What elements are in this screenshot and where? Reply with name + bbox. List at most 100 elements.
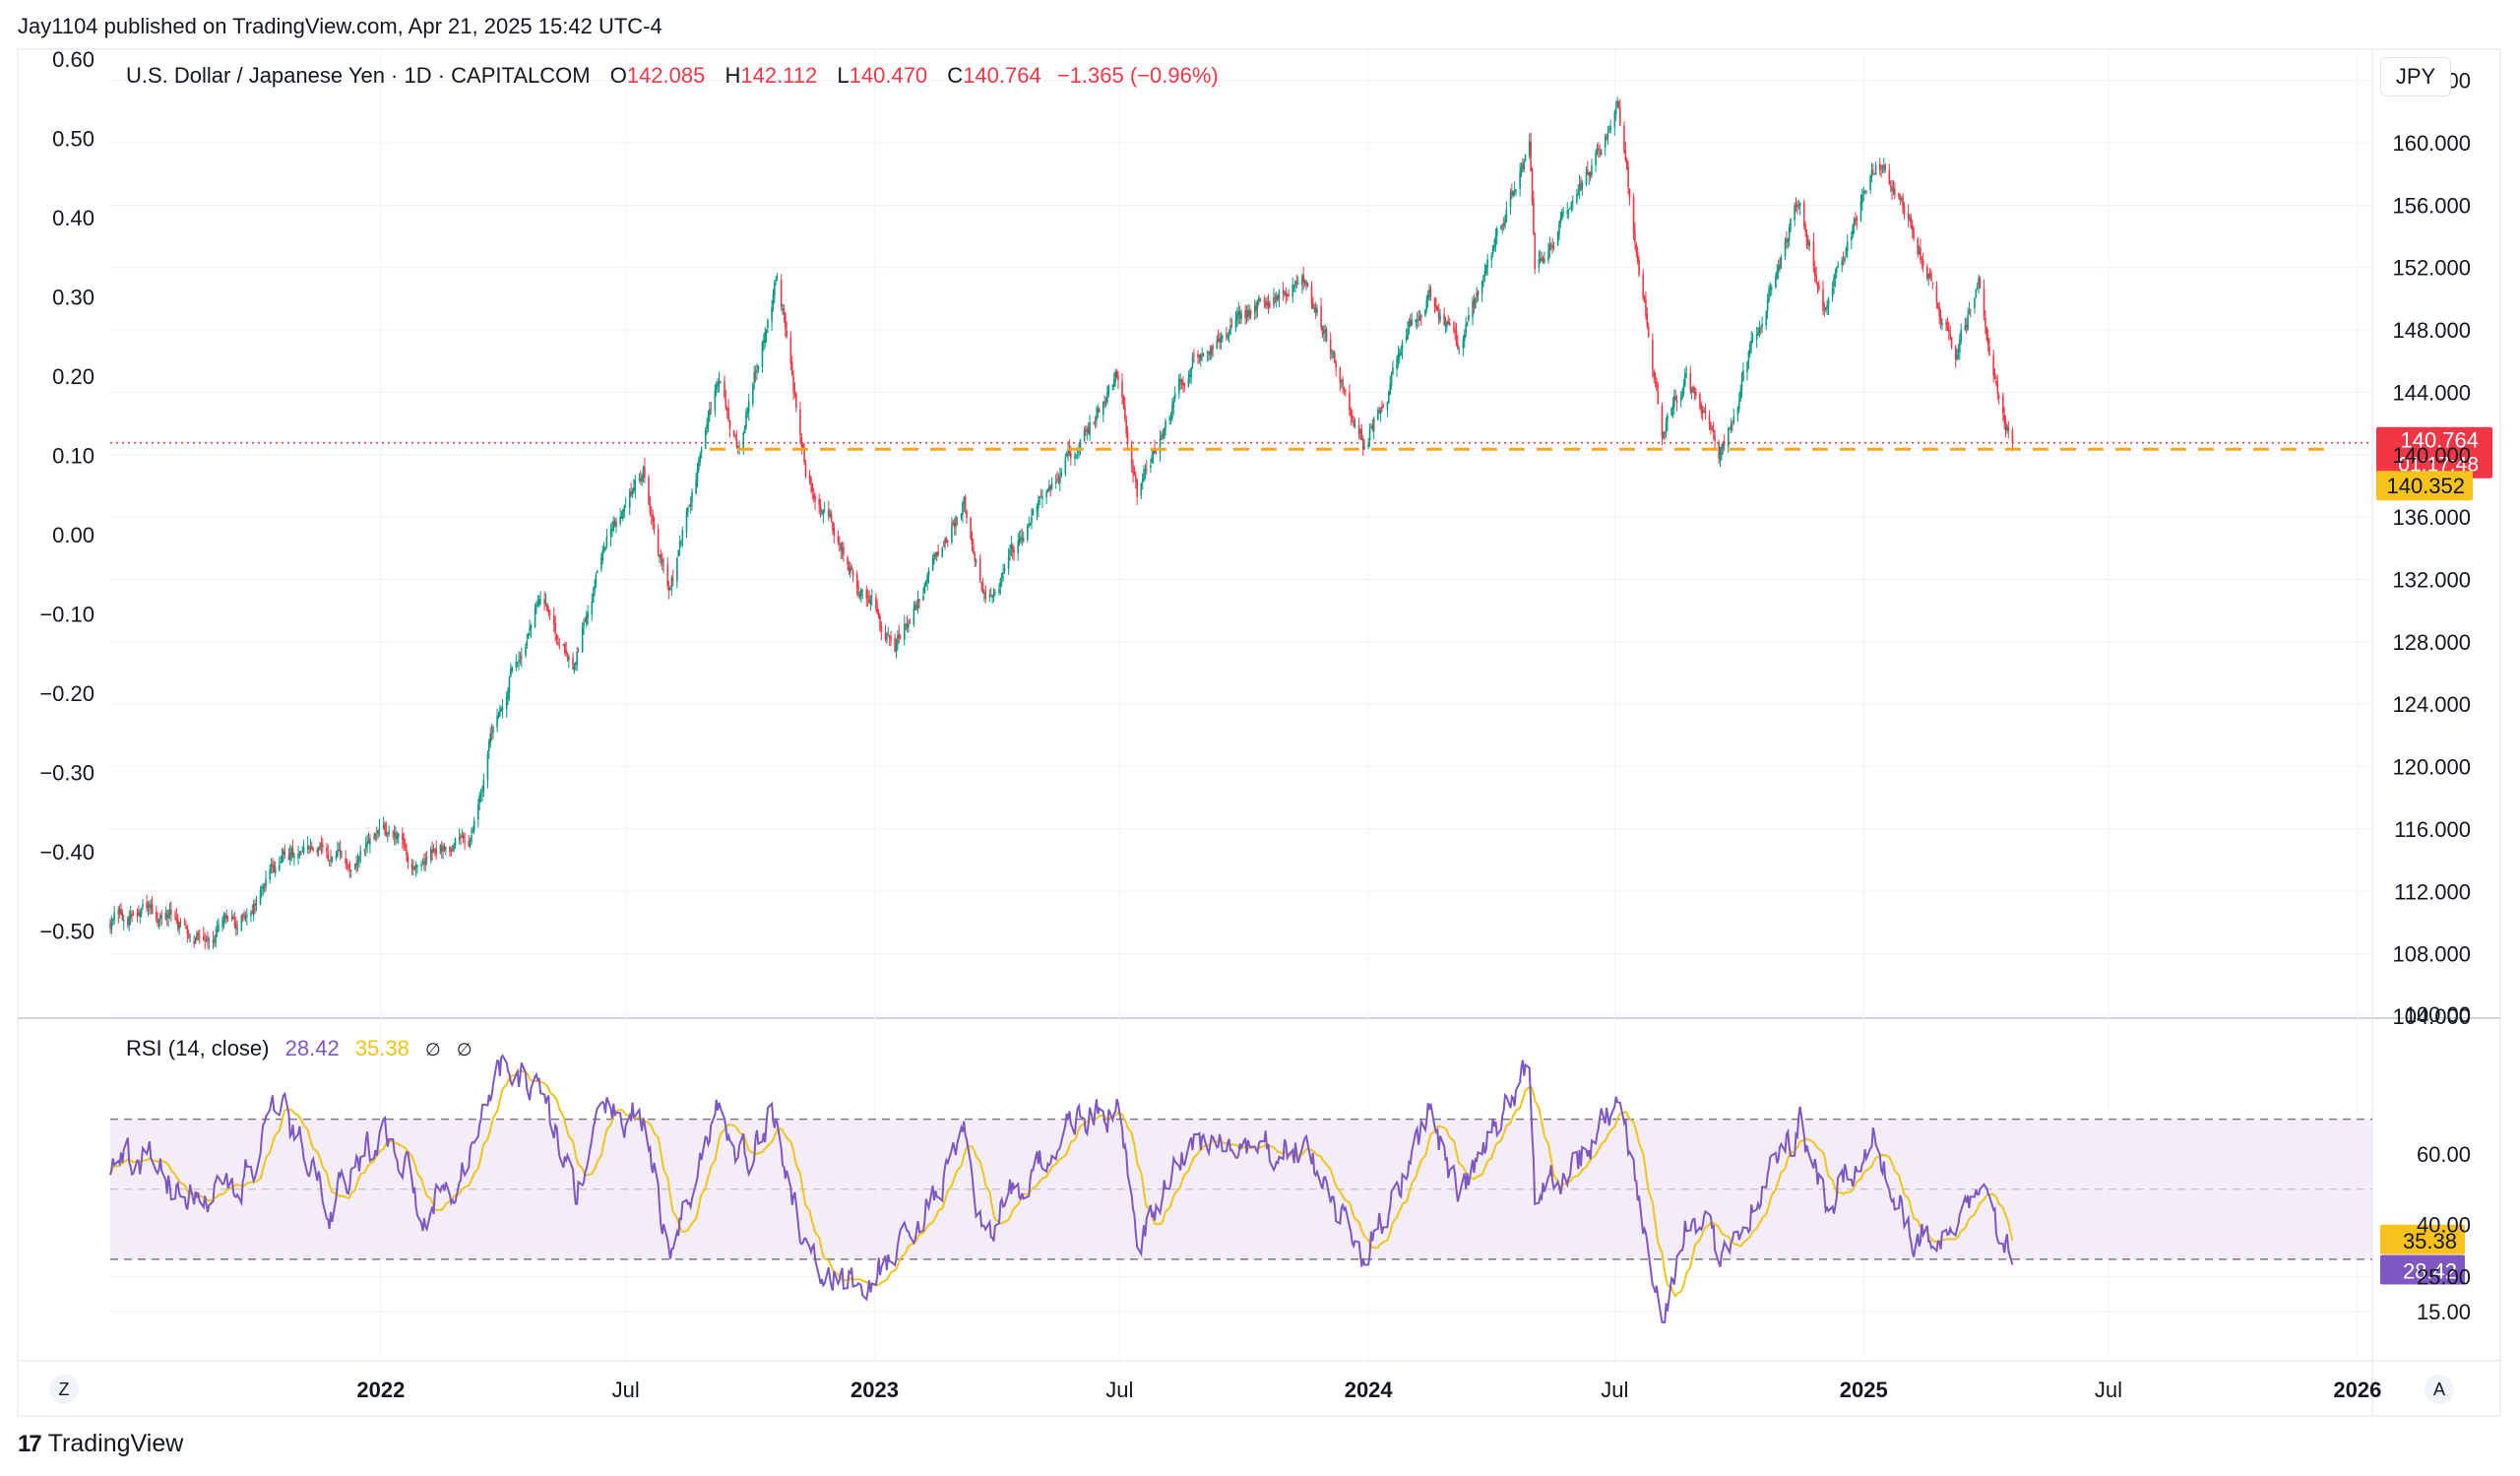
candle-body: [1826, 305, 1828, 309]
candle-body: [272, 864, 274, 866]
candle-body: [410, 864, 413, 868]
candle-body: [1983, 288, 1985, 317]
candle-body: [782, 308, 784, 310]
candle-body: [649, 503, 652, 514]
price-tick-label: 120.000: [2392, 755, 2471, 780]
candle-body: [1316, 307, 1318, 314]
candle-body: [1959, 340, 1961, 353]
candle-body: [1795, 205, 1797, 207]
candle-body: [1159, 438, 1162, 454]
candle-body: [955, 517, 957, 528]
rsi-ma-value: 35.38: [354, 1036, 410, 1060]
rsi-pane: 35.38 28.42: [109, 1054, 2465, 1323]
candle-body: [1737, 399, 1740, 410]
candle-body: [1018, 539, 1021, 544]
candle-body: [859, 589, 862, 597]
candle-body: [215, 933, 218, 942]
candle-body: [1221, 335, 1224, 339]
candle-body: [1730, 423, 1732, 430]
candle-body: [1515, 189, 1517, 191]
candle-body: [595, 575, 598, 585]
candle-body: [756, 370, 758, 372]
candle-body: [1769, 287, 1772, 290]
candle-body: [1878, 163, 1881, 170]
candle-body: [1038, 500, 1040, 509]
candle-body: [434, 849, 436, 851]
candle-body: [1689, 372, 1692, 392]
candle-body: [1425, 299, 1428, 310]
candle-body: [810, 478, 812, 485]
candle-body: [1643, 296, 1646, 300]
candle-body: [1017, 541, 1020, 553]
candle-body: [818, 498, 820, 506]
candle-body: [157, 920, 158, 924]
candle-body: [1909, 219, 1911, 221]
time-tick-label: 2023: [850, 1378, 899, 1402]
candle-body: [236, 928, 238, 931]
candle-body: [1117, 376, 1119, 381]
candle-body: [445, 847, 447, 850]
candle-body: [1684, 372, 1686, 386]
candle-body: [212, 939, 215, 943]
candle-body: [1428, 289, 1430, 294]
candle-body: [743, 426, 746, 434]
candle-body: [302, 847, 305, 853]
candle-body: [1209, 350, 1212, 355]
candle-body: [1776, 270, 1779, 278]
candle-body: [208, 939, 211, 941]
tradingview-logo[interactable]: 17 TradingView: [18, 1430, 183, 1458]
candle-body: [1342, 378, 1344, 386]
candle-body: [518, 660, 520, 663]
candle-body: [764, 332, 767, 343]
candle-body: [1732, 417, 1735, 423]
candle-body: [704, 429, 707, 449]
candle-body: [458, 836, 461, 840]
candle-body: [1273, 296, 1275, 306]
candle-body: [1938, 306, 1940, 317]
candle-body: [1670, 408, 1672, 416]
price-tick-label: 124.000: [2392, 692, 2471, 717]
candle-body: [600, 557, 602, 569]
candle-body: [1841, 260, 1844, 266]
candle-body: [204, 940, 207, 942]
candle-body: [1303, 282, 1306, 284]
candle-body: [252, 904, 255, 916]
candle-body: [763, 340, 765, 344]
candle-body: [562, 644, 565, 646]
candle-body: [194, 937, 197, 943]
price-tick-label: 116.000: [2394, 817, 2471, 842]
candle-body: [207, 937, 209, 941]
candle-body: [168, 909, 171, 914]
candle-body: [1486, 259, 1488, 268]
candle-body: [660, 554, 662, 559]
price-tick-label: 128.000: [2392, 630, 2471, 655]
candle-body: [384, 823, 386, 830]
last-price-label: 140.764: [2400, 428, 2479, 453]
candle-body: [1335, 362, 1338, 367]
candle-body: [1567, 209, 1570, 211]
currency-unit-button[interactable]: JPY: [2380, 57, 2451, 96]
candle-body: [566, 655, 569, 660]
candle-body: [1351, 416, 1354, 419]
low-value: 140.470: [849, 63, 928, 88]
candle-body: [724, 380, 725, 398]
candle-body: [1742, 370, 1744, 382]
candle-body: [596, 570, 598, 573]
candle-body: [605, 536, 608, 547]
candle-body: [847, 556, 849, 565]
candle-body: [274, 867, 277, 873]
candle-body: [291, 848, 294, 858]
candle-body: [1729, 427, 1731, 429]
candle-body: [1161, 435, 1163, 439]
candle-body: [432, 849, 435, 853]
candle-body: [916, 599, 919, 609]
candle-body: [855, 574, 858, 589]
candle-body: [1354, 423, 1356, 427]
candle-body: [1765, 311, 1768, 326]
auto-scale-button[interactable]: A: [2425, 1375, 2454, 1404]
candle-body: [490, 733, 493, 735]
candle-body: [1816, 283, 1819, 288]
candle-body: [393, 832, 396, 837]
zoom-toggle-icon[interactable]: Z: [49, 1375, 79, 1404]
price-tick-label: 156.000: [2392, 193, 2471, 218]
